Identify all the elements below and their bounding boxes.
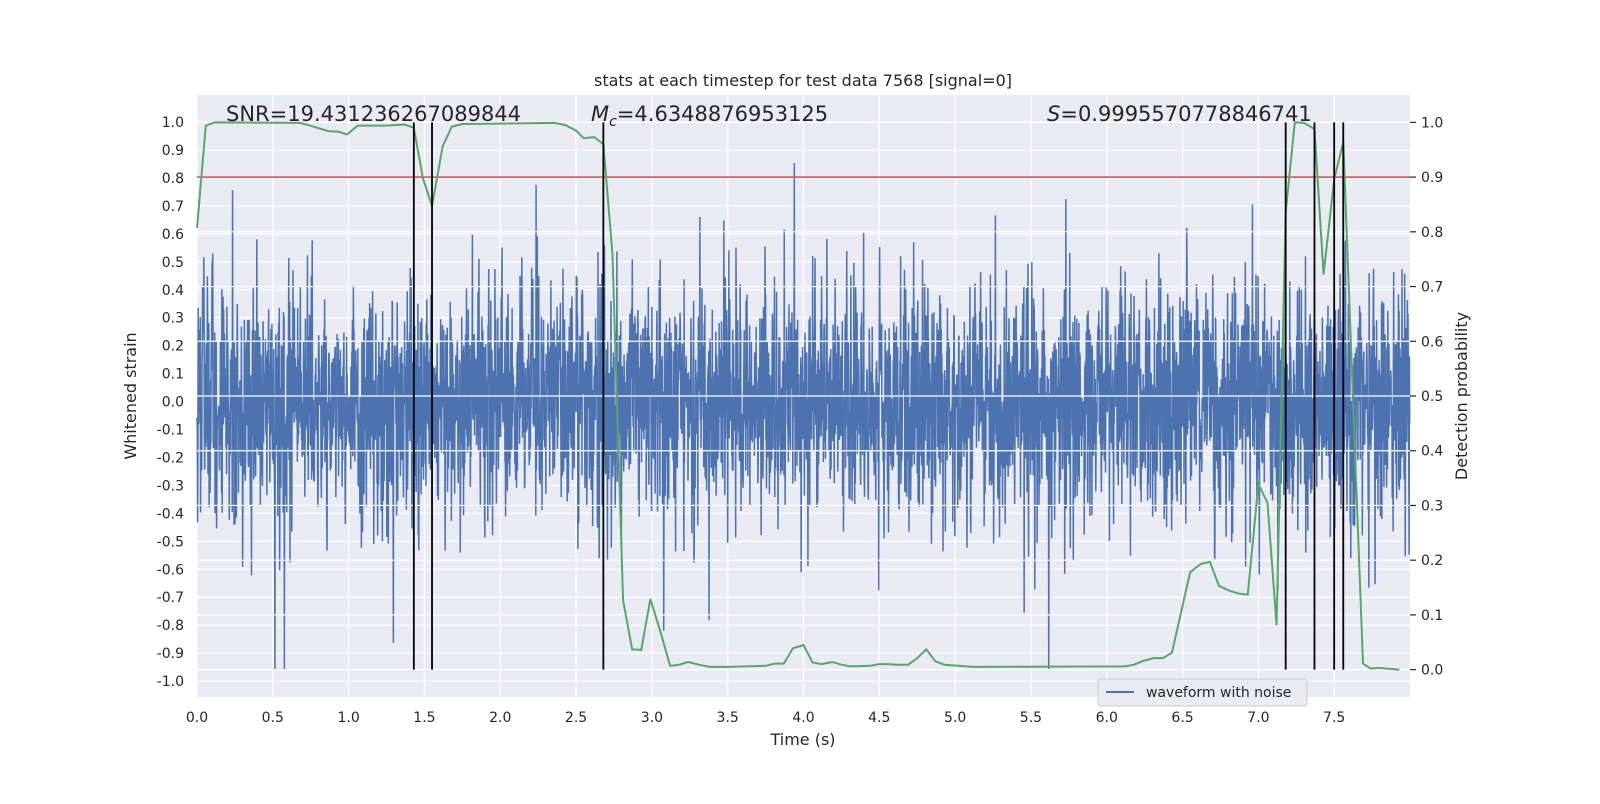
y-tick-label: -0.7 [157,590,184,606]
x-axis-label: Time (s) [769,730,835,749]
y-tick-label: 0.3 [162,311,184,327]
score-value: =0.9995570778846741 [1060,102,1311,126]
x-tick-label: 4.0 [792,710,814,726]
y-right-tick-label: 0.6 [1421,334,1443,350]
y-right-axis-ticks: 0.0 0.1 0.2 0.3 0.4 0.5 0.6 0.7 0.8 0.9 1.0 [1410,115,1443,678]
y-axis-label: Whitened strain [121,332,140,459]
x-axis-ticks: 0.0 0.5 1.0 1.5 2.0 2.5 3.0 3.5 4.0 4.5 5.0 5.5 6.0 6… [186,710,1345,726]
x-tick-label: 3.0 [641,710,663,726]
x-tick-label: 2.5 [565,710,587,726]
y-tick-label: -0.8 [157,618,184,634]
legend: waveform with noise [1098,679,1307,706]
x-tick-label: 2.0 [489,710,511,726]
y-right-tick-label: 0.9 [1421,170,1443,186]
y-right-axis-label: Detection probability [1452,312,1471,480]
y-tick-label: -0.1 [157,423,184,439]
x-tick-label: 4.5 [868,710,890,726]
snr-annotation: SNR=19.431236267089844 [226,102,521,126]
y-tick-label: 0.5 [162,255,184,271]
y-tick-label: -1.0 [157,674,184,690]
x-tick-label: 7.0 [1247,710,1269,726]
y-right-tick-label: 0.3 [1421,498,1443,514]
score-annotation: S=0.9995570778846741 [1047,102,1312,126]
y-right-tick-label: 0.8 [1421,225,1443,241]
y-tick-label: 0.8 [162,171,184,187]
y-tick-label: 0.9 [162,143,184,159]
y-tick-label: -0.9 [157,646,184,662]
x-tick-label: 0.5 [262,710,284,726]
x-tick-label: 5.0 [944,710,966,726]
y-right-tick-label: 1.0 [1421,115,1443,131]
x-tick-label: 1.5 [413,710,435,726]
y-tick-label: 0.4 [162,283,184,299]
x-tick-label: 6.5 [1171,710,1193,726]
y-tick-label: -0.6 [157,562,184,578]
y-tick-label: -0.5 [157,534,184,550]
legend-label-waveform: waveform with noise [1146,685,1291,701]
y-tick-label: 0.6 [162,227,184,243]
y-tick-label: -0.4 [157,506,184,522]
y-tick-label: 0.0 [162,395,184,411]
x-tick-label: 3.5 [717,710,739,726]
y-tick-label: 0.1 [162,367,184,383]
y-right-tick-label: 0.0 [1421,663,1443,679]
score-symbol: S [1047,102,1060,126]
y-axis-ticks: -1.0 -0.9 -0.8 -0.7 -0.6 -0.5 -0.4 -0.3 -0.2 -0.1… [157,115,184,690]
y-right-tick-label: 0.4 [1421,444,1443,460]
chirp-mass-annotation: Mc=4.6348876953125 [591,102,828,130]
y-right-tick-label: 0.1 [1421,608,1443,624]
y-tick-label: 1.0 [162,115,184,131]
y-tick-label: -0.3 [157,478,184,494]
chirp-mass-symbol: M [591,102,609,126]
x-tick-label: 7.5 [1323,710,1345,726]
x-tick-label: 6.0 [1096,710,1118,726]
x-tick-label: 1.0 [337,710,359,726]
y-tick-label: -0.2 [157,450,184,466]
chirp-mass-value: =4.6348876953125 [617,102,828,126]
y-tick-label: 0.2 [162,339,184,355]
x-tick-label: 0.0 [186,710,208,726]
y-right-tick-label: 0.2 [1421,553,1443,569]
chart-title: stats at each timestep for test data 756… [594,71,1012,90]
y-tick-label: 0.7 [162,199,184,215]
y-right-tick-label: 0.5 [1421,389,1443,405]
x-tick-label: 5.5 [1020,710,1042,726]
y-right-tick-label: 0.7 [1421,280,1443,296]
